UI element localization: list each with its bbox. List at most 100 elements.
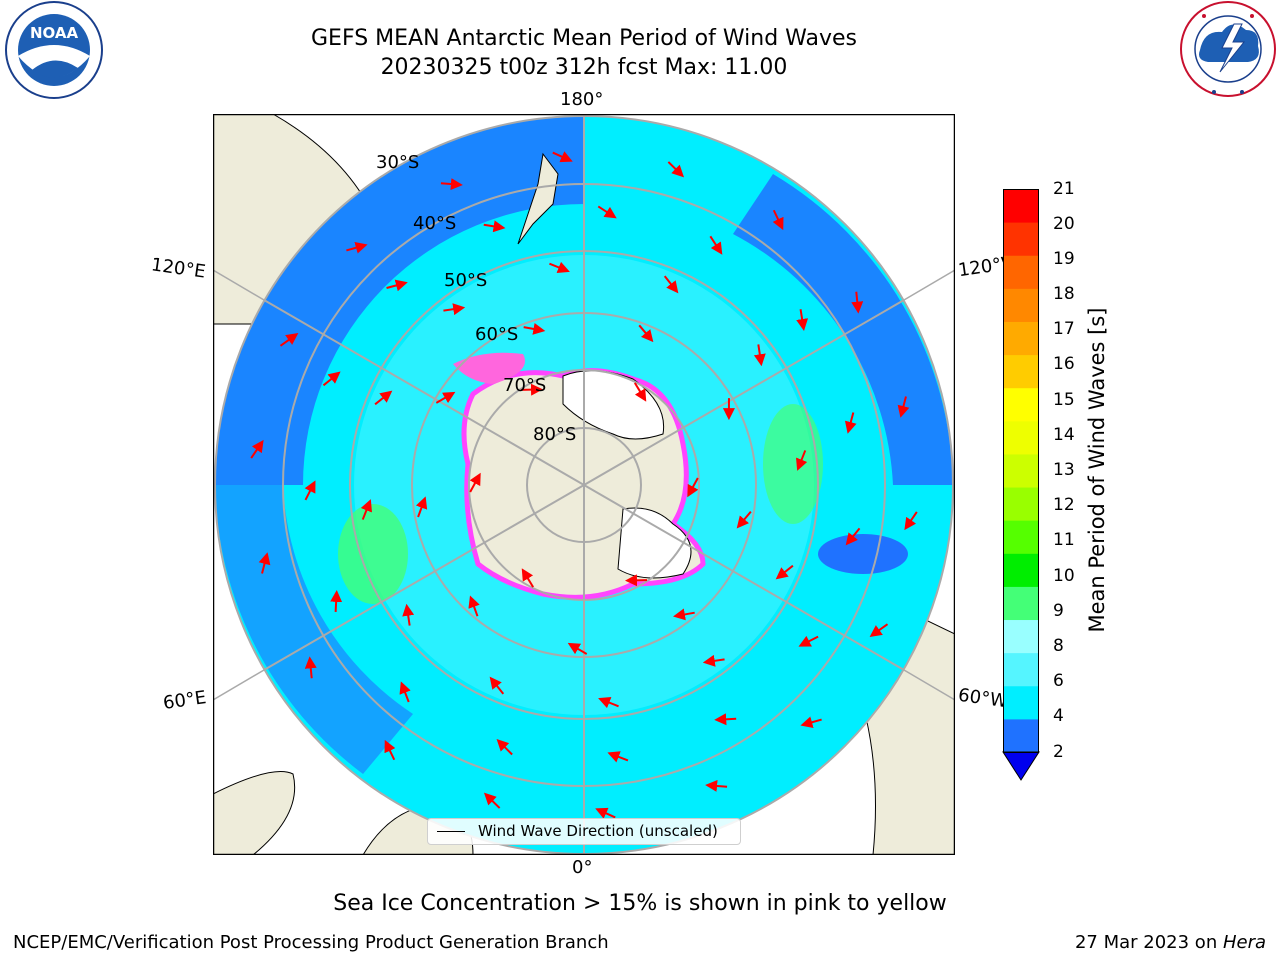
noaa-logo: NOAA <box>5 1 103 99</box>
colorbar-tick-label: 18 <box>1053 284 1075 305</box>
colorbar-band <box>1003 255 1039 290</box>
colorbar-extend-triangle <box>1002 751 1040 781</box>
wind-wave-arrow <box>360 499 372 520</box>
wind-wave-arrow <box>709 235 723 255</box>
wind-wave-arrow <box>483 220 506 233</box>
wind-wave-arrow <box>638 324 654 343</box>
colorbar-tick-label: 11 <box>1053 530 1075 551</box>
wind-wave-arrow <box>469 472 481 493</box>
legend-label: Wind Wave Direction (unscaled) <box>478 822 718 840</box>
wind-wave-arrow <box>736 511 752 529</box>
wind-wave-arrow <box>496 738 513 756</box>
wind-wave-arrow <box>663 275 679 294</box>
wind-wave-arrow <box>443 303 466 316</box>
colorbar-band <box>1003 321 1039 356</box>
wind-wave-arrow <box>705 779 728 792</box>
colorbar-band <box>1003 520 1039 555</box>
wind-wave-arrow <box>250 439 264 459</box>
wind-wave-arrow <box>304 480 316 501</box>
wind-wave-arrow <box>483 792 501 809</box>
wind-wave-arrow <box>673 608 695 621</box>
lat-label-30s: 30°S <box>376 152 420 173</box>
colorbar-tick-label: 21 <box>1053 178 1075 199</box>
colorbar-band <box>1003 487 1039 522</box>
wind-wave-arrow <box>386 279 408 292</box>
wind-wave-arrow <box>415 496 428 518</box>
wind-wave-arrow <box>845 527 861 546</box>
chart-title: GEFS MEAN Antarctic Mean Period of Wind … <box>311 26 857 51</box>
colorbar-tick-label: 9 <box>1053 600 1064 621</box>
colorbar-tick-label: 15 <box>1053 389 1075 410</box>
legend-line-swatch <box>437 831 465 832</box>
colorbar-tick-label: 6 <box>1053 671 1064 692</box>
wind-wave-arrow <box>597 205 617 219</box>
colorbar-tick-label: 4 <box>1053 706 1064 727</box>
colorbar-tick-label: 8 <box>1053 635 1064 656</box>
wind-wave-arrow <box>800 716 822 729</box>
colorbar-tick-label: 2 <box>1053 741 1064 762</box>
colorbar-band <box>1003 222 1039 257</box>
wind-wave-arrow <box>851 291 864 314</box>
polar-map <box>213 114 955 855</box>
colorbar-tick-label: 14 <box>1053 424 1075 445</box>
colorbar-tick-label: 17 <box>1053 319 1075 340</box>
wind-wave-arrow <box>384 739 396 761</box>
wind-wave-arrow <box>322 371 341 387</box>
wind-wave-arrow <box>567 642 588 655</box>
lat-label-50s: 50°S <box>444 270 488 291</box>
colorbar-label: Mean Period of Wind Waves [s] <box>1085 307 1109 633</box>
wind-wave-arrow <box>489 676 505 695</box>
wind-wave-arrow <box>549 261 570 273</box>
wind-wave-arrow <box>595 807 616 819</box>
wind-wave-arrow <box>346 241 368 254</box>
colorbar-band <box>1003 586 1039 621</box>
wind-wave-arrow <box>775 564 794 580</box>
wind-wave-arrow <box>399 681 411 703</box>
wind-wave-arrows <box>250 151 918 819</box>
colorbar-band <box>1003 189 1039 224</box>
colorbar-tick-label: 20 <box>1053 213 1075 234</box>
wind-wave-arrow <box>667 161 685 178</box>
wind-wave-arrow <box>702 654 725 667</box>
wind-wave-arrow <box>607 751 629 763</box>
lat-label-80s: 80°S <box>533 424 577 445</box>
chart-subtitle: 20230325 t00z 312h fcst Max: 11.00 <box>380 55 788 80</box>
wind-wave-arrow <box>468 595 480 617</box>
wind-wave-arrow <box>753 344 766 367</box>
wind-wave-arrow <box>897 396 910 418</box>
wind-wave-arrow <box>304 656 317 679</box>
lon-label-0: 0° <box>572 857 593 878</box>
colorbar-band <box>1003 620 1039 654</box>
colorbar-tick-label: 16 <box>1053 354 1075 375</box>
wind-wave-arrow <box>330 589 343 612</box>
lon-label-60e: 60°E <box>161 687 208 714</box>
lon-label-120e: 120°E <box>149 254 207 283</box>
wind-wave-arrow <box>258 552 271 574</box>
colorbar-band <box>1003 553 1039 588</box>
colorbar-band <box>1003 719 1039 753</box>
colorbar-tick-label: 13 <box>1053 460 1075 480</box>
wind-wave-arrow <box>402 603 415 626</box>
wind-wave-arrow <box>796 309 809 331</box>
footer-credit: NCEP/EMC/Verification Post Processing Pr… <box>13 932 609 953</box>
wind-wave-arrow <box>440 178 463 191</box>
wind-wave-arrow <box>521 568 535 588</box>
noaa-logo-text: NOAA <box>30 24 79 42</box>
wind-wave-arrow <box>796 450 808 471</box>
wind-wave-arrow <box>435 391 456 404</box>
footer-date-text: 27 Mar 2023 on <box>1074 932 1223 953</box>
colorbar-band <box>1003 454 1039 489</box>
colorbar-band <box>1003 288 1039 323</box>
colorbar-band <box>1003 388 1039 422</box>
colorbar-frame <box>1003 189 1039 753</box>
wind-wave-arrow <box>523 323 546 335</box>
colorbar-tick-label: 19 <box>1053 248 1075 269</box>
colorbar-band <box>1003 355 1039 389</box>
wind-wave-arrow <box>598 697 619 709</box>
map-legend: Wind Wave Direction (unscaled) <box>427 818 741 845</box>
wind-wave-arrow <box>687 477 699 498</box>
wind-wave-arrow <box>798 635 819 647</box>
colorbar-tick-label: 12 <box>1053 495 1075 516</box>
colorbar <box>1002 189 1040 781</box>
wind-wave-arrow <box>552 151 573 163</box>
